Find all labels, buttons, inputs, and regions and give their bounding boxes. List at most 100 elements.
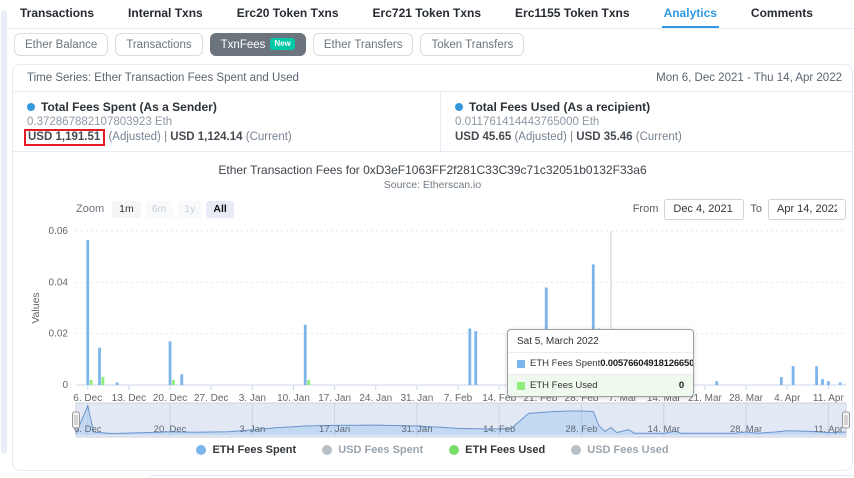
x-axis-tick-label: 31. Jan — [401, 393, 434, 404]
bar[interactable] — [89, 379, 93, 385]
x-axis-tick-label: 28. Feb — [565, 393, 599, 404]
subnav-transactions-button[interactable]: Transactions — [115, 33, 203, 56]
usd-current-value: USD 35.46 — [576, 131, 633, 143]
x-axis-tick-label: 13. Dec — [112, 393, 146, 404]
y-axis-tick-label: 0.02 — [49, 329, 69, 340]
navigator-tick-label: 14. Feb — [483, 424, 515, 435]
from-label: From — [632, 203, 659, 215]
date-range-controls: From To — [632, 198, 846, 220]
tab-comments[interactable]: Comments — [750, 6, 813, 20]
legend-item-eth-fees-spent[interactable]: ETH Fees Spent — [196, 444, 296, 456]
current-note: (Current) — [635, 131, 682, 143]
bar[interactable] — [168, 341, 172, 385]
legend-label: ETH Fees Used — [465, 444, 546, 456]
legend-item-usd-fees-used[interactable]: USD Fees Used — [571, 444, 669, 456]
zoom-1y-button: 1y — [177, 200, 203, 218]
x-axis-tick-label: 14. Feb — [482, 393, 516, 404]
tooltip-series-value: 0.005766049181266504 — [600, 358, 694, 369]
tab-erc20-token-txns[interactable]: Erc20 Token Txns — [236, 6, 339, 20]
x-axis-tick-label: 27. Dec — [194, 393, 228, 404]
bar[interactable] — [815, 366, 819, 385]
chart-navigator[interactable]: 6. Dec 20. Dec 3. Jan 17. Jan 31. Jan 14. Feb… — [13, 402, 854, 440]
green-series-square-icon — [517, 381, 525, 390]
panel-date-range: Mon 6, Dec 2021 - Thu 14, Apr 2022 — [656, 72, 842, 84]
bar[interactable] — [468, 328, 472, 385]
chart-title: Ether Transaction Fees for 0xD3eF1063FF2… — [218, 163, 647, 177]
chart-tooltip: Sat 5, March 2022 ETH Fees Spent 0.00576… — [507, 329, 694, 397]
legend-dot-icon — [196, 445, 207, 455]
legend-item-usd-fees-spent[interactable]: USD Fees Spent — [322, 444, 423, 456]
navigator-tick-label: 11. Apr — [814, 424, 843, 435]
navigator-left-handle[interactable] — [72, 411, 80, 429]
x-axis-tick-label: 7. Mar — [608, 393, 637, 404]
page-scrollbar[interactable] — [1, 10, 7, 454]
x-axis-tick-label: 7. Feb — [444, 393, 473, 404]
subnav-ether-balance-button[interactable]: Ether Balance — [14, 33, 109, 56]
blue-bullet-icon — [27, 103, 35, 111]
navigator-line — [75, 404, 847, 435]
blue-series-square-icon — [517, 359, 525, 368]
legend-item-eth-fees-used[interactable]: ETH Fees Used — [449, 444, 545, 456]
bar[interactable] — [115, 382, 119, 385]
bar[interactable] — [172, 379, 175, 385]
zoom-1m-button[interactable]: 1m — [112, 200, 141, 218]
eth-fees-spent-bars — [86, 239, 842, 385]
fees-used-usd-line: USD 45.65 (Adjusted) | USD 35.46 (Curren… — [455, 131, 682, 143]
subnav-ether-transfers-button[interactable]: Ether Transfers — [312, 33, 414, 56]
tab-erc1155-token-txns[interactable]: Erc1155 Token Txns — [515, 6, 630, 20]
bar[interactable] — [838, 382, 842, 385]
bar[interactable] — [86, 239, 90, 385]
tooltip-series-label: ETH Fees Used — [530, 380, 598, 391]
legend-label: USD Fees Spent — [338, 444, 424, 456]
subnav-txnfees-button[interactable]: TxnFees New — [209, 33, 306, 56]
x-axis-tick-label: 4. Apr — [774, 393, 801, 404]
tab-internal-txns[interactable]: Internal Txns — [128, 6, 203, 20]
x-axis-tick-label: 21. Feb — [523, 393, 557, 404]
navigator-right-handle[interactable] — [842, 411, 850, 429]
bar[interactable] — [303, 324, 307, 385]
navigator-tick-label: 28. Mar — [730, 424, 762, 435]
fees-spent-title: Total Fees Spent (As a Sender) — [41, 100, 217, 114]
bar[interactable] — [821, 379, 824, 385]
navigator-track[interactable] — [75, 402, 847, 438]
fees-bar-chart[interactable]: 0 0.02 0.04 0.06 Values 6. Dec 13. Dec 20. Dec 2… — [13, 215, 854, 405]
tab-analytics[interactable]: Analytics — [661, 0, 719, 28]
y-axis-tick-label: 0.04 — [49, 277, 69, 288]
x-axis-tick-label: 28. Mar — [729, 393, 764, 404]
zoom-all-button[interactable]: All — [206, 200, 234, 218]
total-fees-spent-stat: Total Fees Spent (As a Sender) 0.3728678… — [13, 92, 441, 151]
bar[interactable] — [307, 379, 311, 385]
tab-transactions[interactable]: Transactions — [20, 6, 95, 20]
subnav-token-transfers-button[interactable]: Token Transfers — [420, 33, 525, 56]
bar[interactable] — [826, 381, 830, 385]
tab-erc721-token-txns[interactable]: Erc721 Token Txns — [372, 6, 482, 20]
navigator-tick-label: 28. Feb — [565, 424, 597, 435]
txn-fees-panel: Time Series: Ether Transaction Fees Spen… — [12, 64, 853, 471]
adjusted-note: (Adjusted) — [514, 131, 567, 143]
navigator-tick-label: 31. Jan — [401, 424, 432, 435]
bar[interactable] — [474, 331, 478, 385]
tooltip-row-eth-fees-spent: ETH Fees Spent 0.005766049181266504 — [508, 353, 693, 375]
legend-label: USD Fees Used — [587, 444, 669, 456]
y-axis-tick-label: 0 — [62, 380, 68, 391]
navigator-tick-label: 6. Dec — [74, 424, 102, 435]
from-date-input[interactable] — [664, 198, 745, 220]
bar[interactable] — [715, 381, 719, 385]
bar[interactable] — [98, 347, 101, 385]
separator: | — [570, 131, 574, 143]
y-axis-title: Values — [30, 292, 42, 323]
bar[interactable] — [791, 366, 795, 385]
bar[interactable] — [101, 376, 105, 385]
chart-subtitle: Source: Etherscan.io — [383, 179, 482, 191]
to-date-input[interactable] — [768, 198, 846, 220]
x-axis-tick-label: 11. Apr — [813, 393, 845, 404]
bar[interactable] — [591, 264, 595, 385]
panel-header: Time Series: Ether Transaction Fees Spen… — [13, 65, 852, 92]
bar[interactable] — [180, 374, 184, 385]
bar[interactable] — [779, 377, 783, 385]
total-fees-used-stat: Total Fees Used (As a recipient) 0.01176… — [441, 92, 696, 151]
fees-spent-usd-line: USD 1,191.51 (Adjusted) | USD 1,124.14 (… — [24, 129, 426, 146]
navigator-tick-label: 3. Jan — [239, 424, 265, 435]
x-axis-tick-label: 3. Jan — [239, 393, 266, 404]
panel-title: Time Series: Ether Transaction Fees Spen… — [27, 72, 299, 84]
